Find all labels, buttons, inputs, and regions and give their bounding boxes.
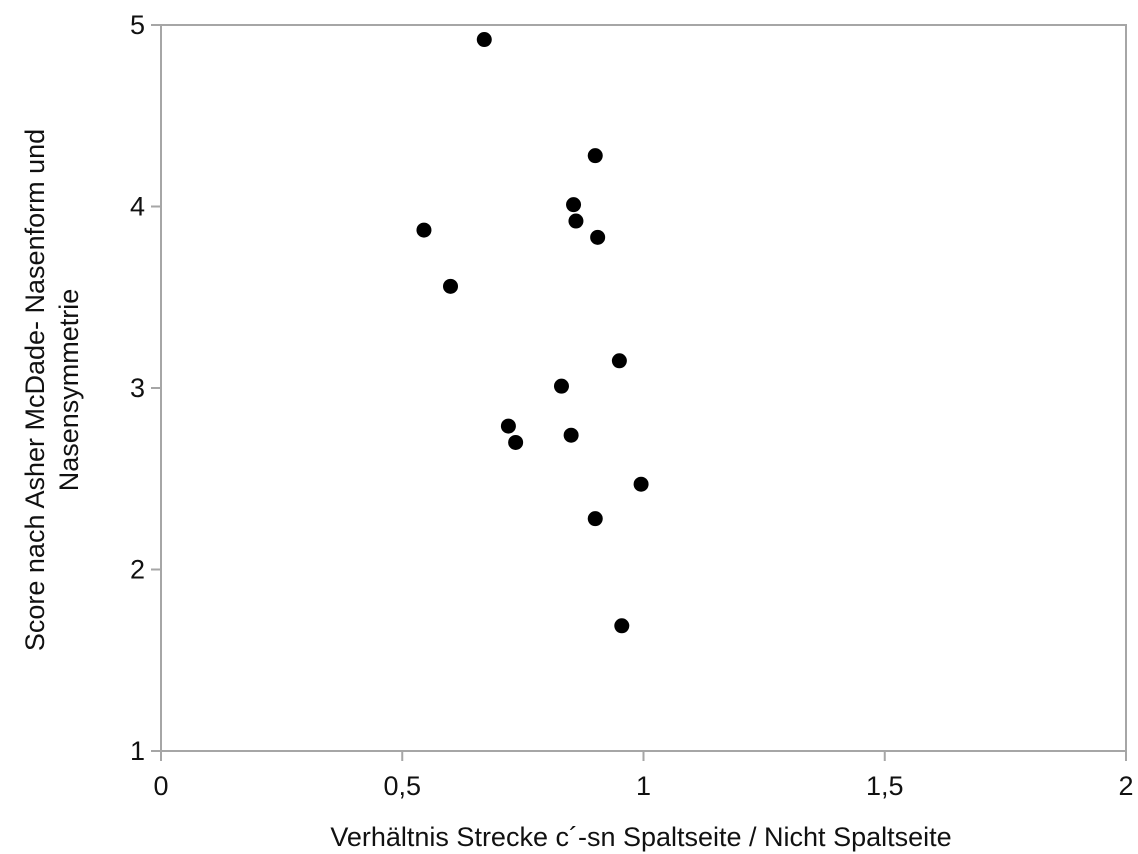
data-point — [476, 32, 492, 48]
y-axis-title-line-2: Nasensymmetrie — [54, 289, 84, 492]
data-point — [611, 353, 627, 369]
y-tick-label: 5 — [130, 10, 145, 40]
x-tick-label: 1,5 — [866, 771, 904, 801]
y-tick-label: 2 — [130, 555, 145, 585]
x-tick-label: 1 — [636, 771, 651, 801]
x-tick-label: 0,5 — [383, 771, 421, 801]
data-point — [566, 197, 582, 213]
plot-area — [160, 24, 1127, 752]
data-point — [443, 278, 458, 294]
data-point — [590, 229, 606, 245]
data-point — [614, 618, 630, 634]
data-point — [587, 148, 603, 164]
data-point — [500, 418, 516, 434]
y-axis-ticks: 1 2 3 4 5 — [130, 10, 161, 766]
data-point — [587, 511, 603, 527]
x-tick-label: 0 — [153, 771, 168, 801]
x-tick-label: 2 — [1118, 771, 1133, 801]
data-point — [553, 378, 569, 394]
data-point — [508, 434, 524, 450]
y-axis-title: Score nach Asher McDade- Nasenform und N… — [20, 129, 84, 651]
y-tick-label: 4 — [130, 192, 145, 222]
data-point — [568, 213, 584, 229]
y-tick-label: 3 — [130, 373, 145, 403]
data-points — [416, 32, 649, 634]
data-point — [416, 222, 432, 238]
y-tick-label: 1 — [130, 736, 145, 766]
y-axis-title-line-1: Score nach Asher McDade- Nasenform und — [20, 129, 50, 651]
x-axis-ticks: 0 0,5 1 1,5 2 — [153, 751, 1134, 801]
data-point — [633, 476, 649, 492]
x-axis-title: Verhältnis Strecke c´-sn Spaltseite / Ni… — [330, 822, 951, 852]
data-point — [563, 427, 579, 443]
